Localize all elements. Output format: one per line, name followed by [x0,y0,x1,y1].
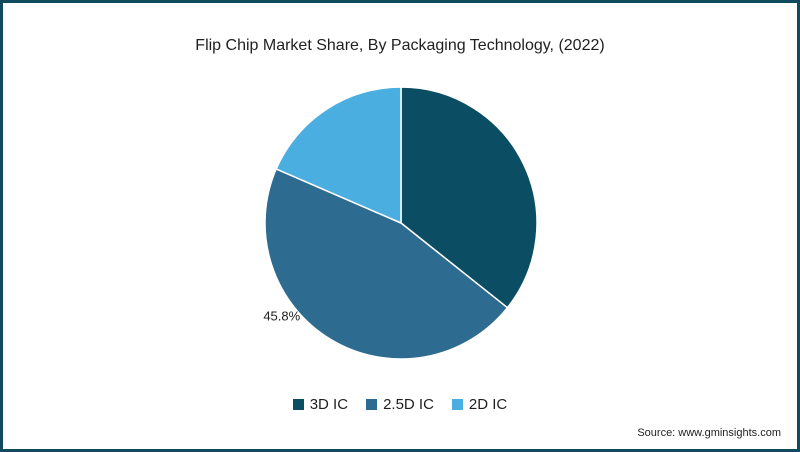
pie-slice-2d-ic [275,86,402,225]
legend-swatch [451,399,463,410]
legend-item-3d-ic: 3D IC [292,396,349,413]
data-label: 45.8% [263,308,300,323]
source-note: Source: www.gminsights.com [637,427,781,439]
chart-title: Flip Chip Market Share, By Packaging Tec… [195,37,605,54]
legend-label: 3D IC [309,396,349,413]
pie-chart: 45.8% [263,86,538,360]
legend-swatch [366,399,378,410]
legend: 3D IC 2.5D IC 2D IC [3,396,797,413]
legend-item-2d-ic: 2D IC [451,396,508,413]
legend-label: 2D IC [468,396,508,413]
legend-item-2-5d-ic: 2.5D IC [366,396,434,413]
legend-swatch [292,399,304,410]
pie-slice-3d-ic [400,86,538,309]
pie-slice-2-5d-ic [264,168,509,360]
legend-label: 2.5D IC [383,396,434,413]
